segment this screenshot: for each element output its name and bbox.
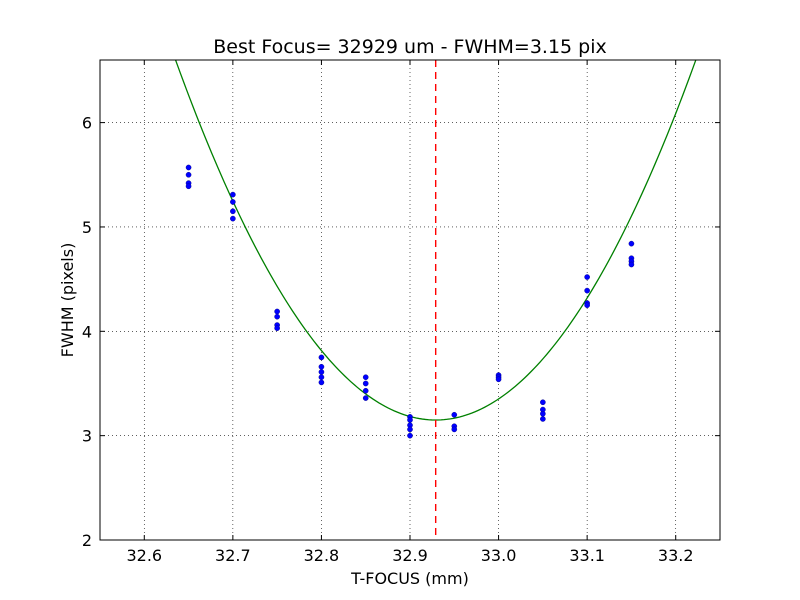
- x-axis-label: T-FOCUS (mm): [350, 569, 469, 588]
- data-point: [318, 354, 325, 361]
- data-point: [495, 376, 502, 383]
- data-point: [230, 191, 236, 198]
- y-tick-label: 2: [82, 531, 92, 550]
- data-point: [274, 325, 280, 331]
- y-axis-label: FWHM (pixels): [58, 243, 77, 358]
- x-tick-label: 33.2: [658, 546, 694, 565]
- data-point: [407, 432, 413, 439]
- data-point: [185, 183, 192, 190]
- y-tick-label: 4: [82, 322, 92, 341]
- data-point: [540, 399, 546, 406]
- data-point: [230, 199, 236, 205]
- data-point: [628, 261, 635, 268]
- data-point: [451, 426, 458, 433]
- y-tick-label: 5: [82, 218, 92, 237]
- data-point: [318, 369, 325, 375]
- data-point: [185, 171, 192, 178]
- chart-title: Best Focus= 32929 um - FWHM=3.15 pix: [213, 36, 607, 58]
- x-tick-label: 33.0: [481, 546, 517, 565]
- data-point: [362, 395, 369, 401]
- data-point: [584, 302, 590, 309]
- data-point: [318, 374, 325, 381]
- data-point: [274, 308, 280, 315]
- x-tick-label: 32.6: [126, 546, 162, 565]
- data-point: [584, 274, 590, 280]
- x-tick-label: 32.8: [304, 546, 340, 565]
- data-point: [407, 426, 413, 433]
- y-tick-label: 6: [82, 114, 92, 133]
- grid: [100, 60, 720, 541]
- x-tick-label: 32.9: [392, 546, 428, 565]
- data-point: [540, 410, 546, 417]
- data-point: [362, 374, 369, 381]
- data-point: [318, 379, 325, 386]
- data-point: [540, 416, 546, 422]
- data-point: [451, 411, 458, 418]
- data-point: [318, 363, 325, 370]
- plot-area: [174, 60, 697, 540]
- data-point: [274, 313, 280, 320]
- data-point: [584, 287, 590, 294]
- data-point: [628, 240, 635, 247]
- x-tick-label: 33.1: [569, 546, 605, 565]
- data-point: [362, 387, 369, 394]
- data-point: [185, 164, 192, 171]
- x-tick-label: 32.7: [215, 546, 251, 565]
- data-point: [362, 380, 369, 387]
- data-point: [407, 417, 413, 423]
- axis-ticks: 32.6 32.7 32.8 32.9 33.0 33.1 33.2 2 3 4 5 6: [82, 60, 720, 565]
- y-tick-label: 3: [82, 427, 92, 446]
- data-point: [230, 208, 236, 215]
- data-point: [230, 215, 236, 222]
